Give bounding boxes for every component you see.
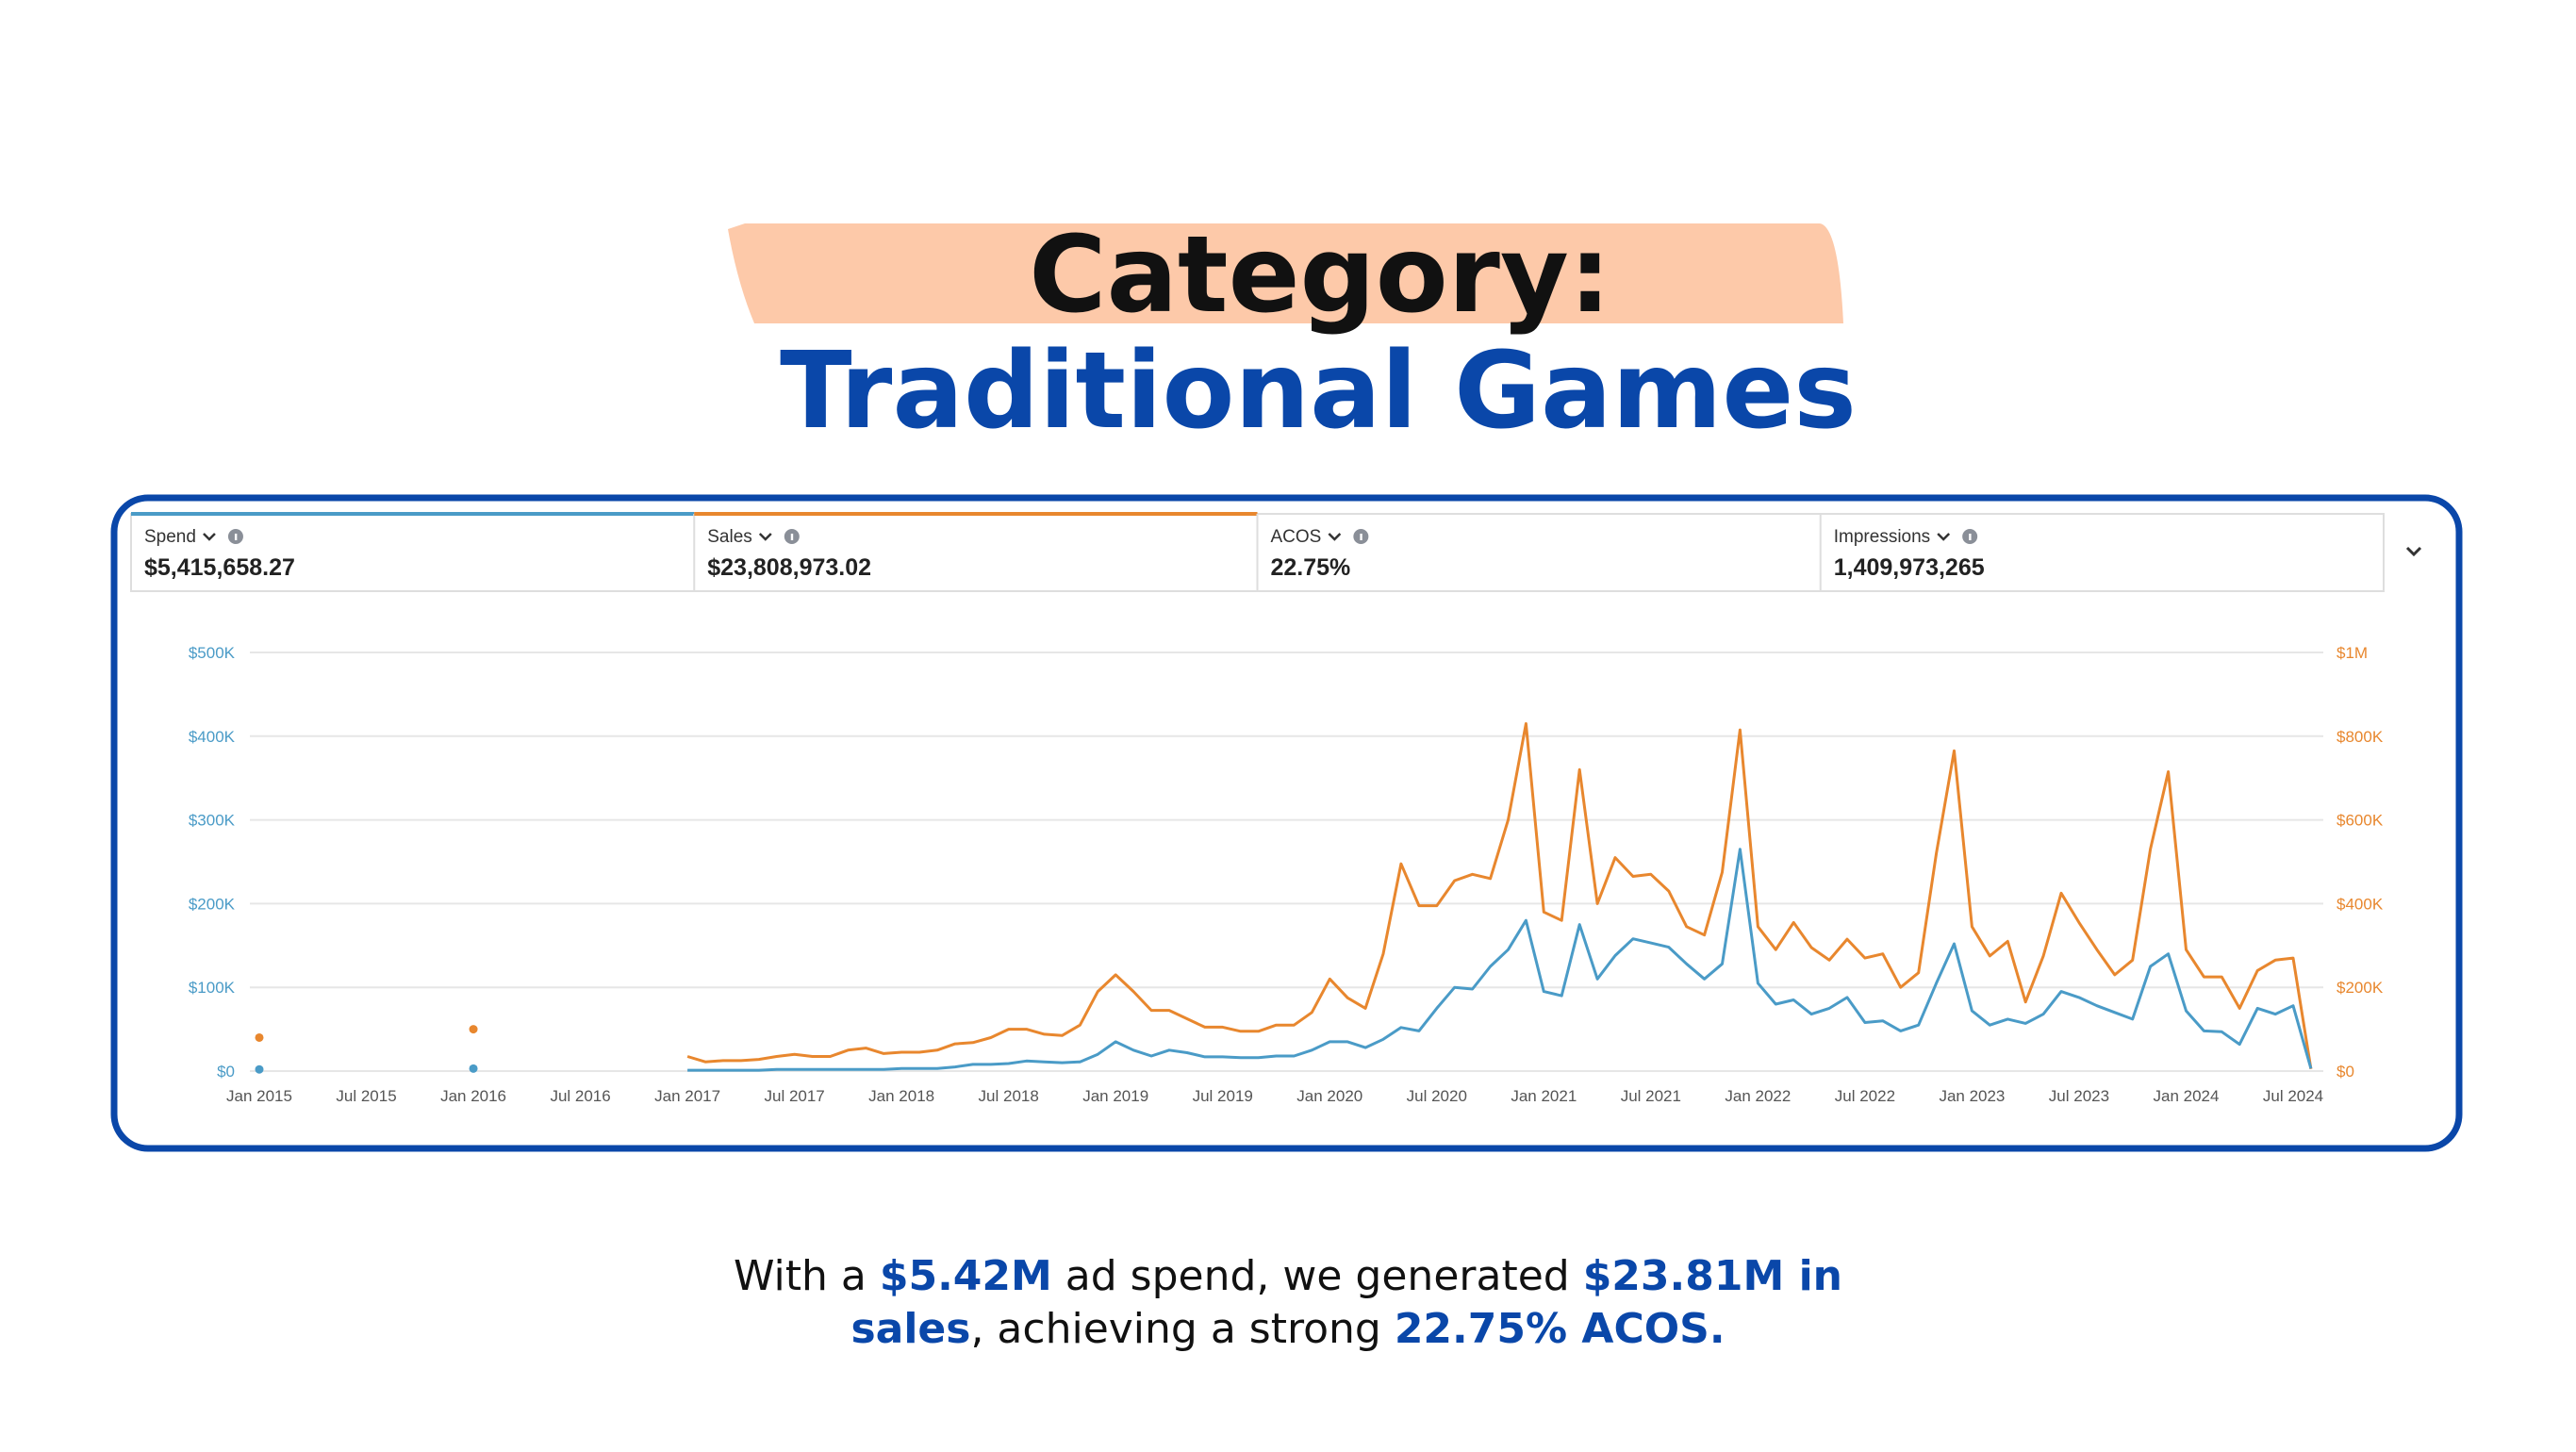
info-icon-mark — [1360, 534, 1362, 540]
metric-value: $5,415,658.27 — [144, 554, 295, 581]
caption-line: With a $5.42M ad spend, we generated $23… — [734, 1252, 1842, 1300]
x-tick-label: Jan 2021 — [1511, 1087, 1577, 1105]
metric-dropdown[interactable] — [203, 533, 216, 541]
tile-accent — [694, 512, 1258, 516]
metrics: Spend $5,415,658.27 Sales $23,808,973.02 ACO… — [131, 512, 1985, 591]
y2-tick-label: $0 — [2337, 1063, 2354, 1081]
x-tick-label: Jan 2016 — [440, 1087, 506, 1105]
y-tick-label: $0 — [217, 1063, 235, 1081]
x-tick-label: Jul 2021 — [1621, 1087, 1681, 1105]
x-tick-label: Jul 2022 — [1835, 1087, 1895, 1105]
y-tick-label: $400K — [189, 728, 236, 746]
info-icon-mark — [790, 534, 794, 540]
x-tick-label: Jul 2017 — [764, 1087, 824, 1105]
isolated-point — [255, 1032, 264, 1042]
caption-segment: $5.42M — [880, 1252, 1052, 1300]
x-tick-label: Jan 2023 — [1939, 1087, 2005, 1105]
chart-frame — [110, 494, 2463, 1152]
x-tick-label: Jan 2022 — [1725, 1087, 1791, 1105]
x-tick-label: Jul 2015 — [336, 1087, 396, 1105]
y2-tick-label: $400K — [2337, 895, 2384, 913]
x-tick-label: Jan 2018 — [868, 1087, 934, 1105]
tile-accent — [131, 512, 695, 516]
x-tick-label: Jul 2023 — [2049, 1087, 2109, 1105]
caption-segment: , achieving a strong — [970, 1305, 1394, 1353]
caption-segment: 22.75% ACOS. — [1395, 1305, 1726, 1353]
x-tick-label: Jan 2019 — [1082, 1087, 1148, 1105]
x-tick-label: Jan 2017 — [654, 1087, 720, 1105]
isolated-point — [469, 1025, 478, 1034]
plot: $0 $100K $200K $300K $400K $500K $0 $200K $400K $… — [189, 644, 2384, 1105]
metric-value: $23,808,973.02 — [707, 554, 871, 581]
x-tick-label: Jan 2020 — [1296, 1087, 1362, 1105]
info-icon-mark — [234, 534, 238, 540]
isolated-point — [469, 1064, 478, 1073]
x-tick-label: Jan 2024 — [2153, 1087, 2219, 1105]
metric-label: Impressions — [1834, 527, 1930, 547]
y2-tick-label: $1M — [2337, 644, 2368, 662]
isolated-point — [255, 1064, 264, 1074]
y2-tick-label: $800K — [2337, 728, 2384, 746]
metric-value: 1,409,973,265 — [1834, 554, 1985, 581]
y-tick-label: $200K — [189, 895, 236, 913]
metric-label: ACOS — [1271, 527, 1322, 547]
title-highlight — [728, 223, 1843, 323]
caption-segment: sales — [850, 1305, 970, 1353]
metric-label: Spend — [144, 527, 196, 547]
y-tick-label: $300K — [189, 812, 236, 830]
metric-dropdown[interactable] — [1937, 533, 1951, 541]
info-icon-mark — [1969, 534, 1972, 540]
expand-chevron[interactable] — [2405, 546, 2422, 557]
series-line — [687, 848, 2313, 1072]
y-tick-label: $100K — [189, 979, 236, 997]
metric-label: Sales — [707, 527, 752, 547]
slide-title: Category: — [1029, 214, 1610, 337]
series-line — [686, 722, 2313, 1070]
x-tick-label: Jul 2024 — [2263, 1087, 2323, 1105]
caption-line: sales, achieving a strong 22.75% ACOS. — [850, 1305, 1725, 1353]
caption-segment: With a — [734, 1252, 880, 1300]
metric-value: 22.75% — [1271, 554, 1351, 581]
metric-dropdown[interactable] — [1328, 533, 1342, 541]
metric-dropdown[interactable] — [758, 533, 772, 541]
caption-segment: ad spend, we generated — [1052, 1252, 1583, 1300]
y2-tick-label: $200K — [2337, 979, 2384, 997]
x-tick-label: Jul 2020 — [1407, 1087, 1467, 1105]
x-tick-label: Jul 2019 — [1193, 1087, 1253, 1105]
y-tick-label: $500K — [189, 644, 236, 662]
slide-subtitle: Traditional Games — [780, 330, 1857, 453]
x-tick-label: Jul 2016 — [550, 1087, 610, 1105]
caption-segment: $23.81M in — [1583, 1252, 1842, 1300]
x-tick-label: Jul 2018 — [979, 1087, 1039, 1105]
x-tick-label: Jan 2015 — [226, 1087, 292, 1105]
y2-tick-label: $600K — [2337, 812, 2384, 830]
